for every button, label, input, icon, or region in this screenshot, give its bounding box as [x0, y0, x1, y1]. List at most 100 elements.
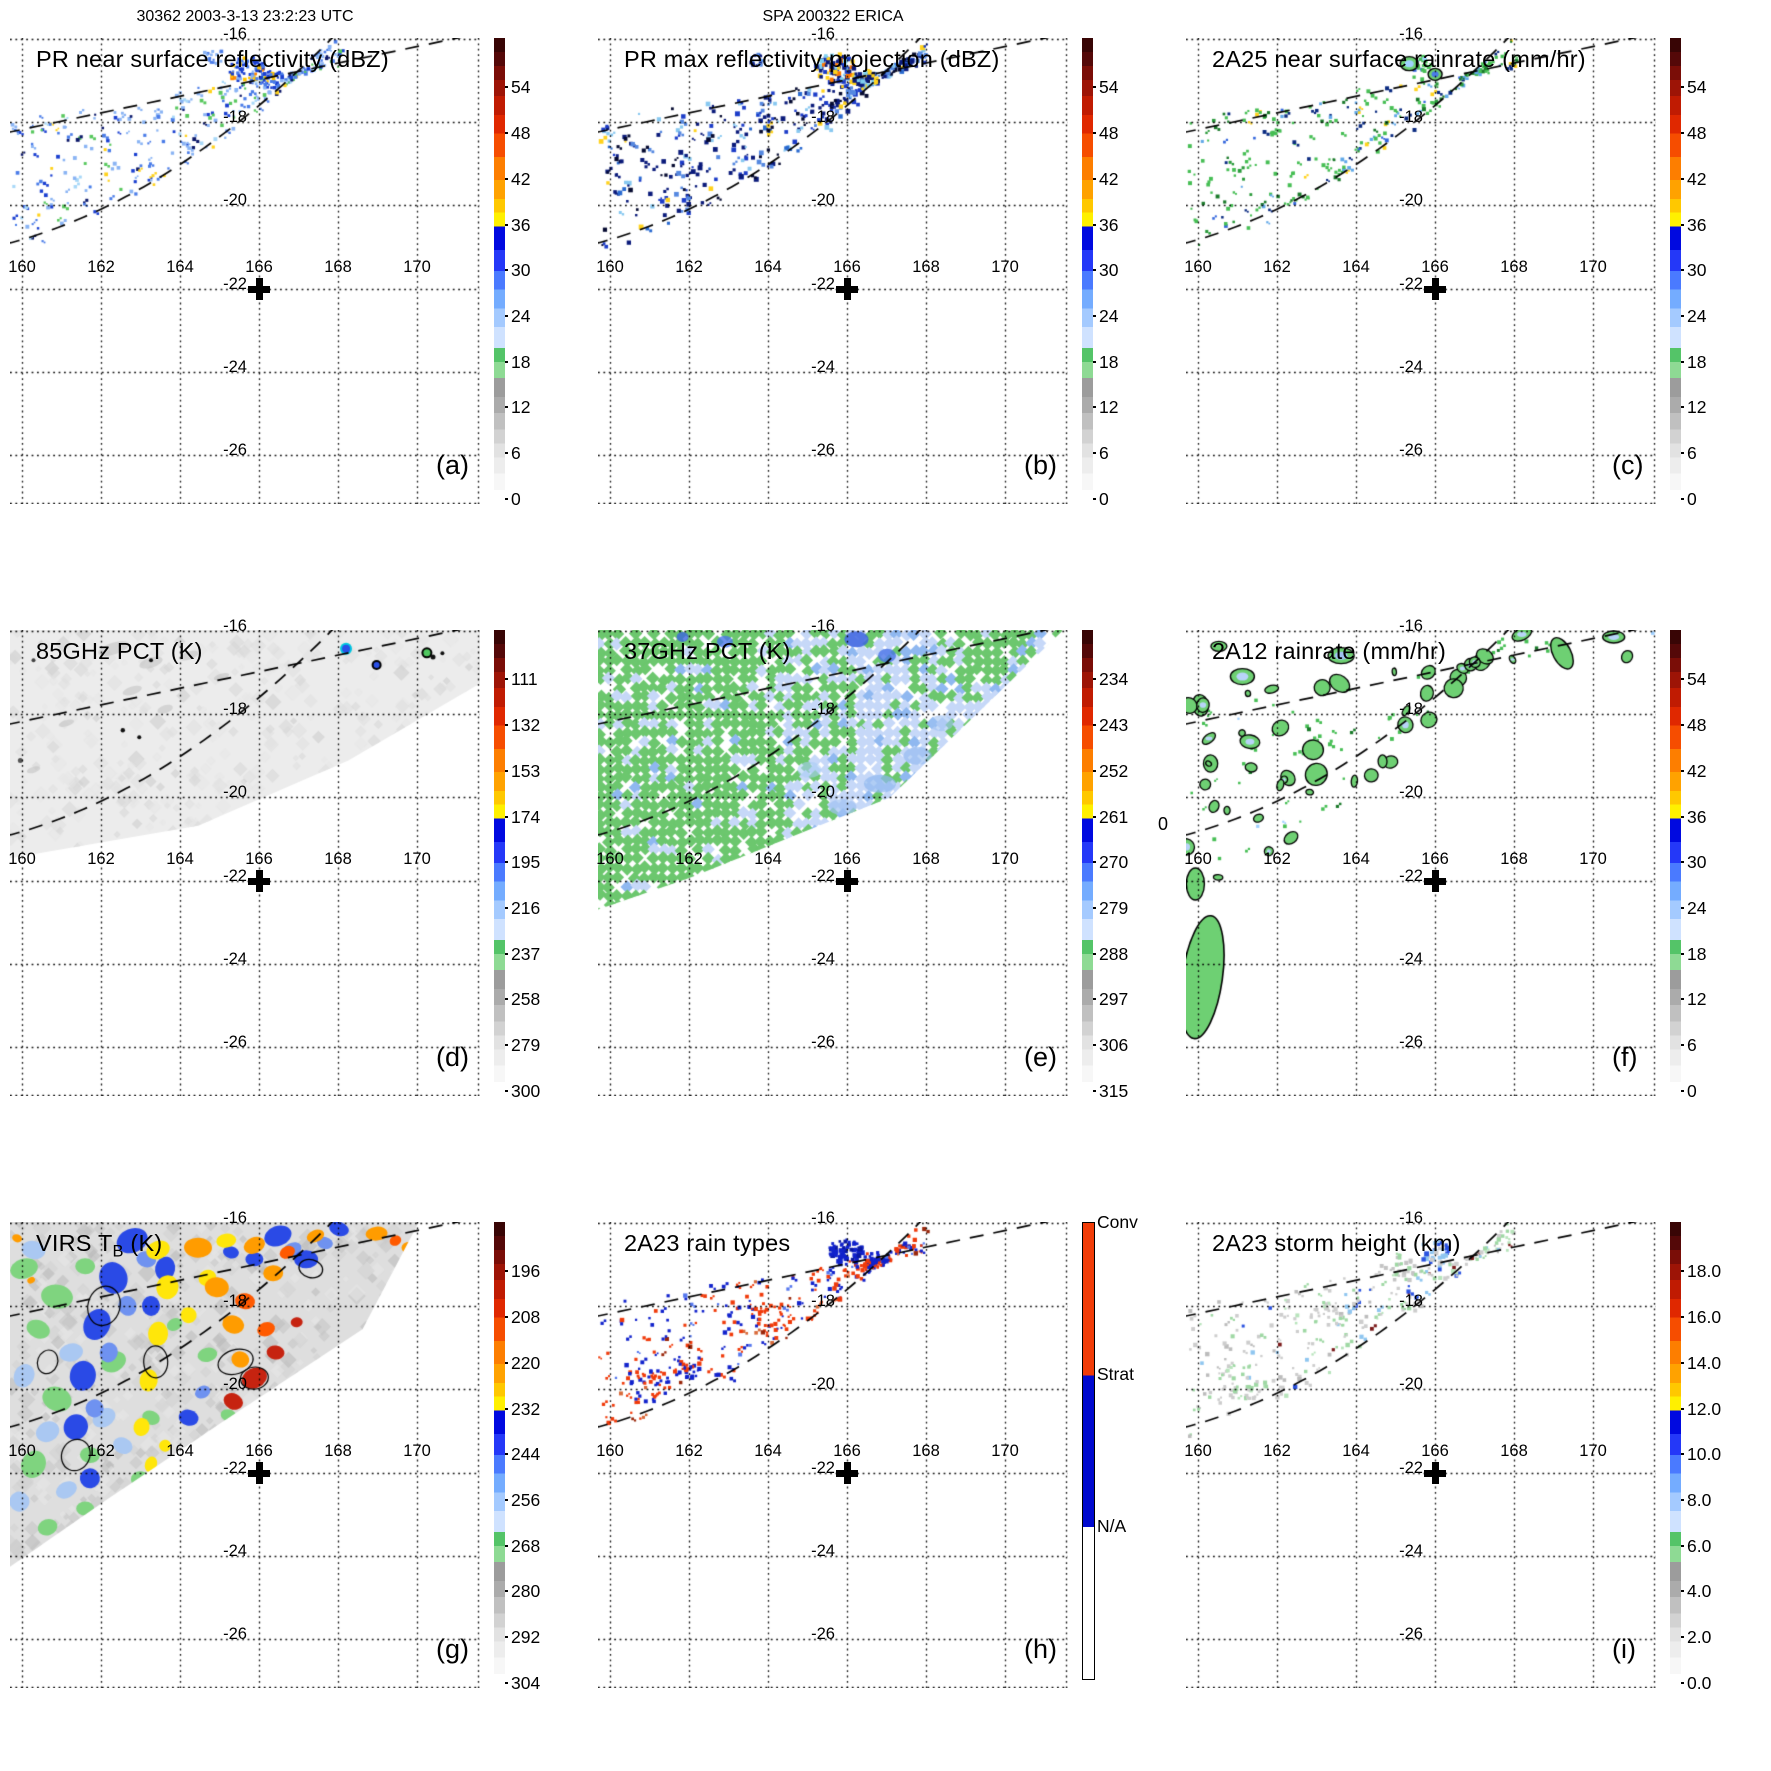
colorbar-tick-label: 6 [511, 443, 521, 463]
colorbar-tick-label: 288 [1099, 943, 1129, 964]
colorbar-tick-label: 6 [1687, 1035, 1697, 1055]
lon-tick-label: 166 [1421, 1442, 1449, 1460]
colorbar-tick-mark [1678, 314, 1684, 317]
colorbar-tick-label: 42 [1099, 168, 1119, 189]
lat-tick-label: -18 [223, 700, 247, 718]
colorbar-pct85 [494, 630, 505, 1096]
colorbar-label: Strat [1097, 1364, 1134, 1384]
colorbar-tick-mark [1090, 769, 1096, 772]
lat-tick-label: -26 [811, 1625, 835, 1643]
colorbar-tick-mark [1090, 360, 1096, 363]
lon-tick-label: 166 [833, 850, 861, 868]
colorbar-tick-label: 220 [511, 1352, 541, 1373]
colorbar-tick-label: 252 [1099, 760, 1129, 781]
storm-center-marker [248, 1462, 270, 1484]
panel-title: 85GHz PCT (K) [36, 638, 203, 664]
colorbar-tick-mark [1678, 861, 1684, 864]
lon-tick-label: 162 [675, 1442, 703, 1460]
colorbar-tick-mark [502, 1636, 508, 1638]
lon-tick-label: 160 [8, 258, 36, 276]
colorbar-tick-label: 12 [1687, 397, 1707, 418]
map-panel-e: 37GHz PCT (K) (e) 160 162 164 166 168 170 -16 -… [588, 592, 1176, 1184]
colorbar-tick-mark [1678, 177, 1684, 180]
lon-tick-label: 162 [87, 258, 115, 276]
lon-tick-label: 160 [596, 258, 624, 276]
lon-tick-label: 164 [166, 258, 194, 276]
panel-title: 2A25 near surface rainrate (mm/hr) [1212, 46, 1586, 72]
colorbar-tick-label: 12 [511, 397, 531, 418]
colorbar-pct37 [1082, 630, 1093, 1096]
lat-tick-label: -20 [1399, 191, 1423, 209]
colorbar-tick-label: 232 [511, 1398, 541, 1419]
colorbar-tick-mark [1678, 724, 1684, 727]
colorbar-tick-label: 0 [511, 488, 521, 509]
colorbar-tick-label: 153 [511, 760, 541, 781]
lon-tick-label: 164 [754, 850, 782, 868]
colorbar-tick-mark [1678, 132, 1684, 135]
storm-center-marker [1424, 278, 1446, 300]
colorbar-tick-label: 12 [1099, 397, 1119, 418]
lat-tick-label: -16 [223, 1209, 247, 1227]
map-canvas [10, 630, 480, 1096]
storm-center-marker [836, 870, 858, 892]
map-panel-d: 85GHz PCT (K) (d) 160 162 164 166 168 170 -16 -… [0, 592, 588, 1184]
colorbar-tick-label: 0 [1099, 488, 1109, 509]
panel-letter: (d) [436, 1042, 469, 1072]
colorbar-tick-mark [1678, 1590, 1684, 1593]
colorbar-tick-label: 48 [511, 123, 531, 144]
colorbar-tick-mark [1678, 269, 1684, 272]
lon-tick-label: 164 [754, 258, 782, 276]
lon-tick-label: 170 [403, 1442, 431, 1460]
colorbar-tick-mark [502, 132, 508, 135]
lon-tick-label: 162 [1263, 258, 1291, 276]
storm-center-marker [1424, 870, 1446, 892]
lon-tick-label: 168 [1500, 1442, 1528, 1460]
lat-tick-label: -26 [1399, 1625, 1423, 1643]
lat-tick-label: -20 [1399, 783, 1423, 801]
colorbar-tick-mark [1678, 906, 1684, 909]
map-panel-g: VIRS TB (K) (g) 160 162 164 166 168 170 -16 -18… [0, 1184, 588, 1771]
colorbar-tick-mark [1678, 1681, 1684, 1684]
map-area [10, 38, 480, 504]
storm-center-marker [1424, 1462, 1446, 1484]
colorbar-tick-label: 36 [1687, 214, 1707, 235]
colorbar-tick-label: 237 [511, 943, 541, 964]
lat-tick-label: -18 [811, 700, 835, 718]
colorbar-tick-label: 6 [1099, 443, 1109, 463]
panel-title: VIRS TB (K) [36, 1230, 163, 1261]
lat-tick-label: -26 [223, 441, 247, 459]
panel-letter: (b) [1024, 450, 1057, 480]
map-canvas [1186, 1222, 1656, 1688]
lat-tick-label: -20 [811, 783, 835, 801]
colorbar-tick-mark [502, 223, 508, 226]
colorbar-tick-label: 208 [511, 1307, 541, 1328]
colorbar-tick-label: 54 [1687, 77, 1707, 98]
colorbar-tick-label: 195 [511, 852, 541, 873]
colorbar-tick-mark [502, 1498, 508, 1501]
colorbar-tick-mark [1090, 223, 1096, 226]
colorbar-tick-mark [502, 1089, 508, 1092]
lon-tick-label: 164 [166, 1442, 194, 1460]
colorbar-tick-label: 315 [1099, 1080, 1129, 1101]
lon-tick-label: 170 [991, 1442, 1019, 1460]
lat-tick-label: -26 [223, 1625, 247, 1643]
panel-title: PR near surface reflectivity (dBZ) [36, 46, 389, 72]
colorbar-tick-label: 54 [1099, 77, 1119, 98]
lat-tick-label: -18 [811, 1292, 835, 1310]
lon-tick-label: 168 [1500, 850, 1528, 868]
lon-tick-label: 170 [991, 258, 1019, 276]
lat-tick-label: -16 [811, 1209, 835, 1227]
lon-tick-label: 164 [1342, 850, 1370, 868]
colorbar-tick-label: 243 [1099, 715, 1129, 736]
lon-tick-label: 164 [166, 850, 194, 868]
map-canvas [598, 630, 1068, 1096]
lat-tick-label: -22 [811, 275, 835, 293]
colorbar-tick-mark [1678, 1407, 1684, 1410]
lon-tick-label: 168 [324, 850, 352, 868]
lat-tick-label: -24 [223, 358, 247, 376]
lon-tick-label: 160 [8, 1442, 36, 1460]
colorbar-tick-label: 24 [511, 305, 531, 326]
colorbar-tick-label: 132 [511, 715, 541, 736]
colorbar-tick-label: 292 [511, 1627, 541, 1647]
colorbar-tick-mark [1678, 678, 1684, 681]
